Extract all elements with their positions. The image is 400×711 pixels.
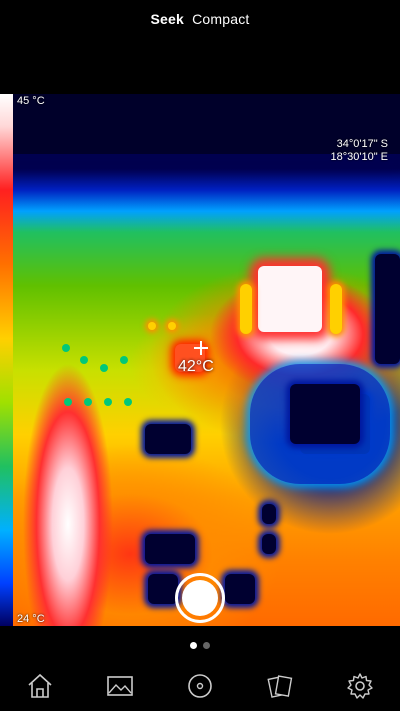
warm-pad bbox=[168, 322, 176, 330]
app-title: Seek Compact bbox=[0, 11, 400, 27]
gallery-button[interactable] bbox=[100, 666, 140, 706]
gps-coordinates: 34°0'17" S 18°30'10" E bbox=[330, 138, 388, 164]
board-pad bbox=[104, 398, 112, 406]
scale-max-label: 45 °C bbox=[17, 95, 45, 107]
app-header: Seek Compact bbox=[0, 0, 400, 94]
home-icon bbox=[28, 673, 52, 698]
board-pad bbox=[120, 356, 128, 364]
gps-latitude: 34°0'17" S bbox=[336, 138, 388, 150]
spot-temperature: 42°C bbox=[178, 358, 214, 375]
bottom-navigation bbox=[0, 660, 400, 711]
board-pad bbox=[80, 356, 88, 364]
board-pad bbox=[64, 398, 72, 406]
brand-logo: Seek bbox=[150, 11, 184, 27]
settings-icon bbox=[347, 672, 373, 699]
warm-pad bbox=[240, 284, 252, 334]
background-band bbox=[0, 94, 400, 154]
board-pad bbox=[100, 364, 108, 372]
capture-button-inner bbox=[182, 580, 218, 616]
cards-button[interactable] bbox=[260, 666, 300, 706]
cold-component bbox=[145, 534, 195, 564]
cold-component bbox=[145, 424, 191, 454]
board-pad bbox=[124, 398, 132, 406]
settings-button[interactable] bbox=[340, 666, 380, 706]
cards-icon bbox=[267, 674, 293, 698]
temperature-scale-bar bbox=[0, 94, 13, 626]
warm-pad bbox=[148, 322, 156, 330]
cold-component bbox=[225, 574, 255, 604]
cold-component bbox=[148, 574, 178, 604]
spot-crosshair-icon[interactable] bbox=[194, 341, 208, 355]
thermal-live-view[interactable] bbox=[0, 94, 400, 626]
page-dot-2[interactable] bbox=[203, 642, 210, 649]
cold-component bbox=[262, 534, 276, 554]
gps-longitude: 18°30'10" E bbox=[330, 151, 388, 163]
page-indicator bbox=[0, 642, 400, 650]
capture-mode-icon bbox=[188, 673, 212, 698]
page-dot-1[interactable] bbox=[190, 642, 197, 649]
capture-button[interactable] bbox=[175, 573, 225, 623]
board-pad bbox=[62, 344, 70, 352]
cold-component bbox=[262, 504, 276, 524]
capture-mode-button[interactable] bbox=[180, 666, 220, 706]
warm-pad bbox=[330, 284, 342, 334]
gallery-icon bbox=[107, 675, 133, 696]
home-button[interactable] bbox=[20, 666, 60, 706]
model-name: Compact bbox=[192, 11, 250, 27]
hot-chip bbox=[258, 266, 322, 332]
scale-min-label: 24 °C bbox=[17, 613, 45, 625]
board-pad bbox=[84, 398, 92, 406]
cold-component bbox=[290, 384, 360, 444]
cold-component bbox=[375, 254, 400, 364]
